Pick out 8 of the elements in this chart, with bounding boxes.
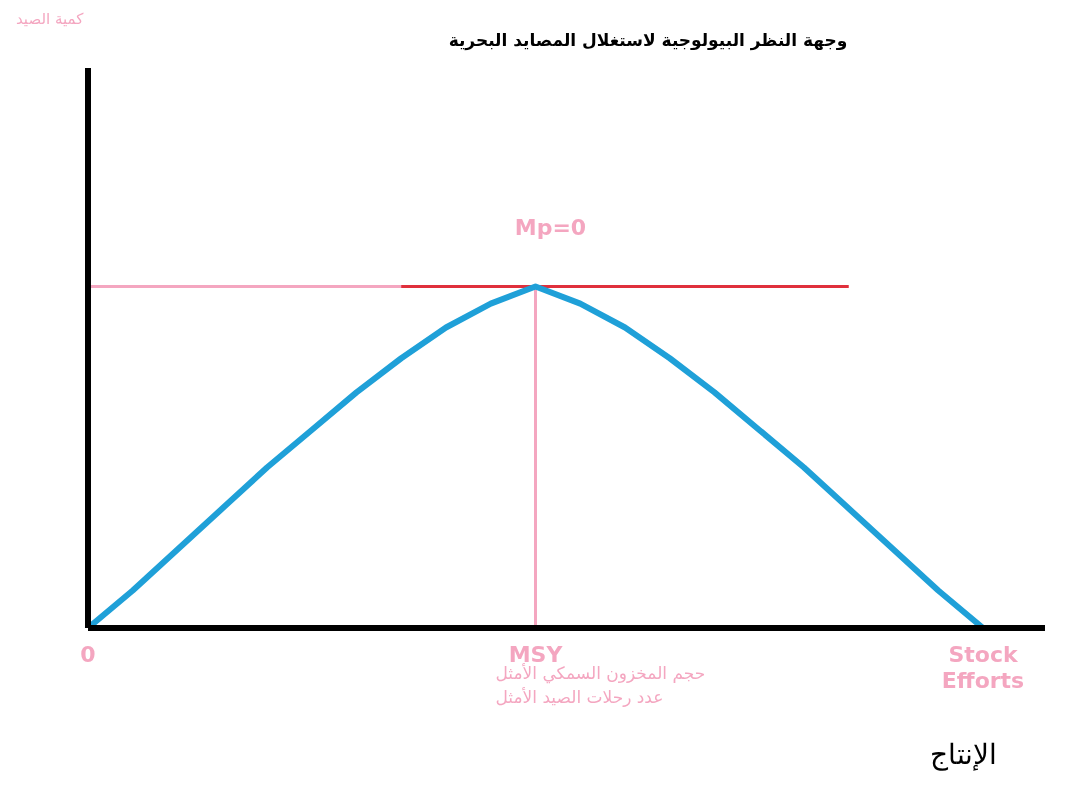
text: الإنتاج	[930, 738, 997, 771]
annotation: Mp=0	[513, 214, 588, 240]
text: عدد رحلات الصيد الأمثل	[495, 687, 664, 707]
chart-title: وجهة النظر البيولوجية لاستغلال المصايد البحرية	[447, 30, 849, 50]
text: حجم المخزون السمكي الأمثل	[495, 663, 706, 683]
x-tick-label: Stock Efforts	[941, 642, 1025, 693]
text: كمية الصيد	[16, 10, 84, 28]
x-tick-label: 0	[80, 642, 96, 667]
